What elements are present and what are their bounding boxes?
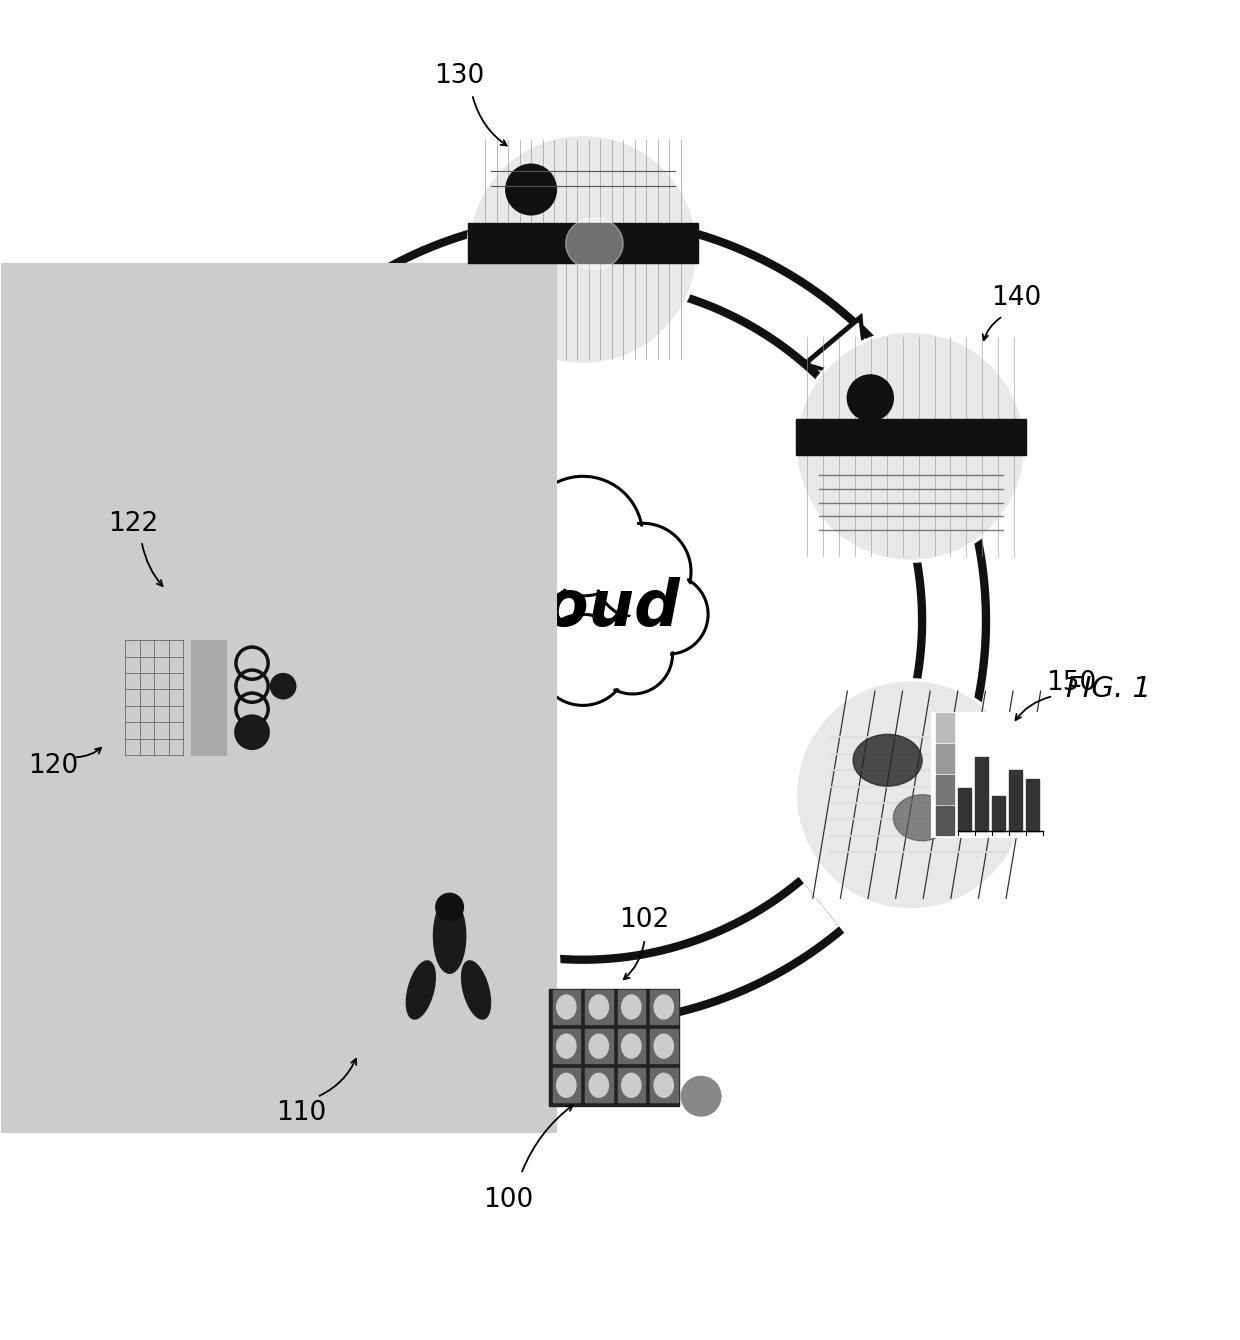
Ellipse shape xyxy=(655,1073,673,1097)
Circle shape xyxy=(107,586,332,811)
Circle shape xyxy=(847,375,893,421)
Circle shape xyxy=(461,578,534,651)
Text: 120: 120 xyxy=(27,753,78,779)
Circle shape xyxy=(506,165,557,214)
Circle shape xyxy=(477,527,569,618)
Ellipse shape xyxy=(434,899,466,973)
Circle shape xyxy=(796,679,1025,910)
Text: 110: 110 xyxy=(277,1100,326,1126)
Bar xyxy=(936,713,954,742)
Ellipse shape xyxy=(407,961,435,1018)
Circle shape xyxy=(467,134,698,364)
Circle shape xyxy=(523,476,642,596)
Ellipse shape xyxy=(621,1073,641,1097)
Circle shape xyxy=(537,614,629,705)
Bar xyxy=(650,990,677,1024)
Ellipse shape xyxy=(565,217,624,269)
Bar xyxy=(975,757,988,831)
Text: 140: 140 xyxy=(991,285,1040,311)
Circle shape xyxy=(528,481,637,591)
Circle shape xyxy=(594,523,691,620)
Polygon shape xyxy=(801,314,867,382)
Bar xyxy=(467,222,698,263)
Bar xyxy=(585,1068,613,1103)
Bar xyxy=(650,1068,677,1103)
Circle shape xyxy=(104,583,335,813)
Ellipse shape xyxy=(655,1034,673,1059)
Ellipse shape xyxy=(557,1073,575,1097)
Bar xyxy=(549,989,678,1106)
Circle shape xyxy=(598,527,687,616)
Ellipse shape xyxy=(655,996,673,1018)
Circle shape xyxy=(541,618,625,702)
Bar xyxy=(936,807,954,835)
Circle shape xyxy=(797,682,1023,907)
Bar xyxy=(650,1029,677,1063)
Bar xyxy=(191,641,226,756)
Bar xyxy=(585,990,613,1024)
Ellipse shape xyxy=(557,996,575,1018)
Bar xyxy=(992,796,1006,831)
Polygon shape xyxy=(811,323,864,379)
Text: cloud: cloud xyxy=(485,578,681,639)
Bar xyxy=(585,1029,613,1063)
Text: 130: 130 xyxy=(434,63,485,90)
Circle shape xyxy=(458,575,537,654)
Ellipse shape xyxy=(893,795,951,840)
Text: 100: 100 xyxy=(484,1186,533,1213)
Circle shape xyxy=(629,575,708,654)
Ellipse shape xyxy=(589,996,609,1018)
Bar xyxy=(553,1068,580,1103)
Bar xyxy=(1025,779,1039,831)
Text: 102: 102 xyxy=(620,907,670,933)
Bar xyxy=(936,744,954,773)
Circle shape xyxy=(435,894,464,921)
Circle shape xyxy=(329,850,559,1080)
Bar xyxy=(959,788,971,831)
Polygon shape xyxy=(859,801,925,868)
Text: 122: 122 xyxy=(108,512,159,537)
Bar xyxy=(1009,770,1022,831)
Circle shape xyxy=(796,331,1025,561)
Ellipse shape xyxy=(461,961,491,1018)
Circle shape xyxy=(494,614,573,694)
FancyBboxPatch shape xyxy=(0,263,557,1132)
Ellipse shape xyxy=(589,1034,609,1059)
Polygon shape xyxy=(862,811,915,866)
Bar xyxy=(618,1068,645,1103)
Circle shape xyxy=(236,716,268,748)
Bar xyxy=(932,713,1050,838)
Polygon shape xyxy=(269,820,321,876)
Bar xyxy=(618,990,645,1024)
Ellipse shape xyxy=(557,1034,575,1059)
Bar xyxy=(553,990,580,1024)
Bar xyxy=(618,1029,645,1063)
Circle shape xyxy=(496,618,569,691)
Polygon shape xyxy=(264,817,331,886)
Bar xyxy=(796,418,1025,456)
Circle shape xyxy=(681,1076,720,1116)
Circle shape xyxy=(481,529,565,614)
Bar xyxy=(553,1029,580,1063)
Text: FIG. 1: FIG. 1 xyxy=(1066,674,1151,702)
Circle shape xyxy=(331,852,557,1077)
Ellipse shape xyxy=(853,734,923,787)
Circle shape xyxy=(631,578,704,651)
Ellipse shape xyxy=(621,996,641,1018)
Circle shape xyxy=(470,137,696,362)
Bar xyxy=(936,775,954,804)
Circle shape xyxy=(797,334,1023,559)
Ellipse shape xyxy=(589,1073,609,1097)
Ellipse shape xyxy=(270,674,296,699)
Text: 150: 150 xyxy=(1047,670,1096,697)
Circle shape xyxy=(596,618,670,691)
Ellipse shape xyxy=(621,1034,641,1059)
Circle shape xyxy=(593,614,672,694)
